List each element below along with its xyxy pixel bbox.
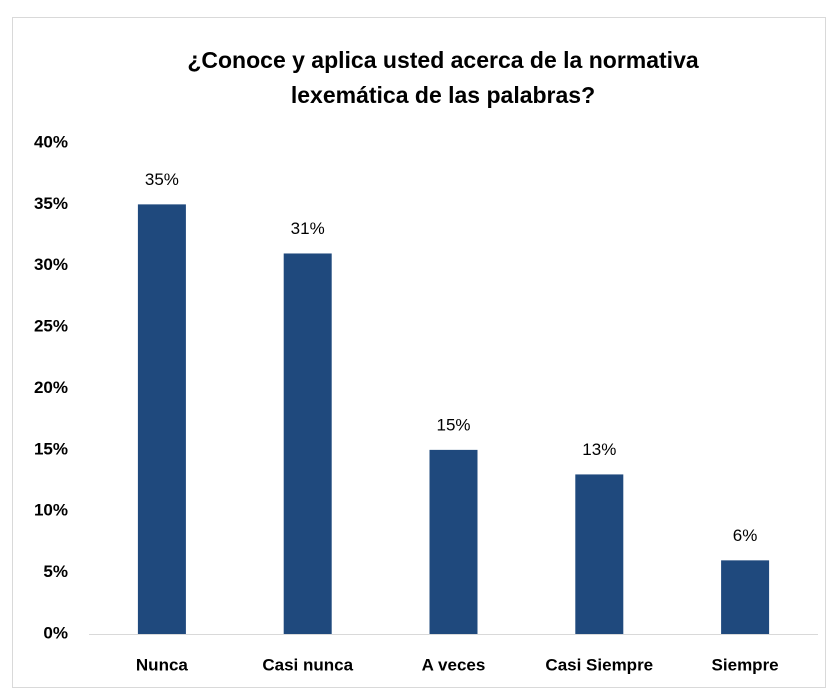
x-tick-label: A veces xyxy=(422,655,486,674)
x-tick-label: Casi Siempre xyxy=(545,655,653,674)
y-tick-label: 35% xyxy=(34,194,68,213)
x-tick-label: Casi nunca xyxy=(262,655,353,674)
y-tick-label: 25% xyxy=(34,317,68,336)
y-tick-label: 10% xyxy=(34,501,68,520)
bar xyxy=(137,204,186,634)
bar xyxy=(575,474,624,634)
chart-title: lexemática de las palabras? xyxy=(291,82,595,108)
chart-title: ¿Conoce y aplica usted acerca de la norm… xyxy=(187,47,699,73)
data-label: 6% xyxy=(733,526,758,545)
data-label: 35% xyxy=(145,170,179,189)
data-label: 13% xyxy=(582,440,616,459)
y-tick-label: 30% xyxy=(34,255,68,274)
bar xyxy=(721,560,770,634)
bar xyxy=(283,253,332,634)
y-tick-label: 40% xyxy=(34,132,68,151)
bar xyxy=(429,449,478,634)
x-tick-label: Siempre xyxy=(712,655,779,674)
y-tick-label: 20% xyxy=(34,378,68,397)
x-tick-label: Nunca xyxy=(136,655,189,674)
chart-frame xyxy=(12,17,826,688)
y-tick-label: 0% xyxy=(43,623,68,642)
y-tick-label: 15% xyxy=(34,439,68,458)
data-label: 31% xyxy=(291,219,325,238)
y-tick-label: 5% xyxy=(43,562,68,581)
data-label: 15% xyxy=(436,415,470,434)
